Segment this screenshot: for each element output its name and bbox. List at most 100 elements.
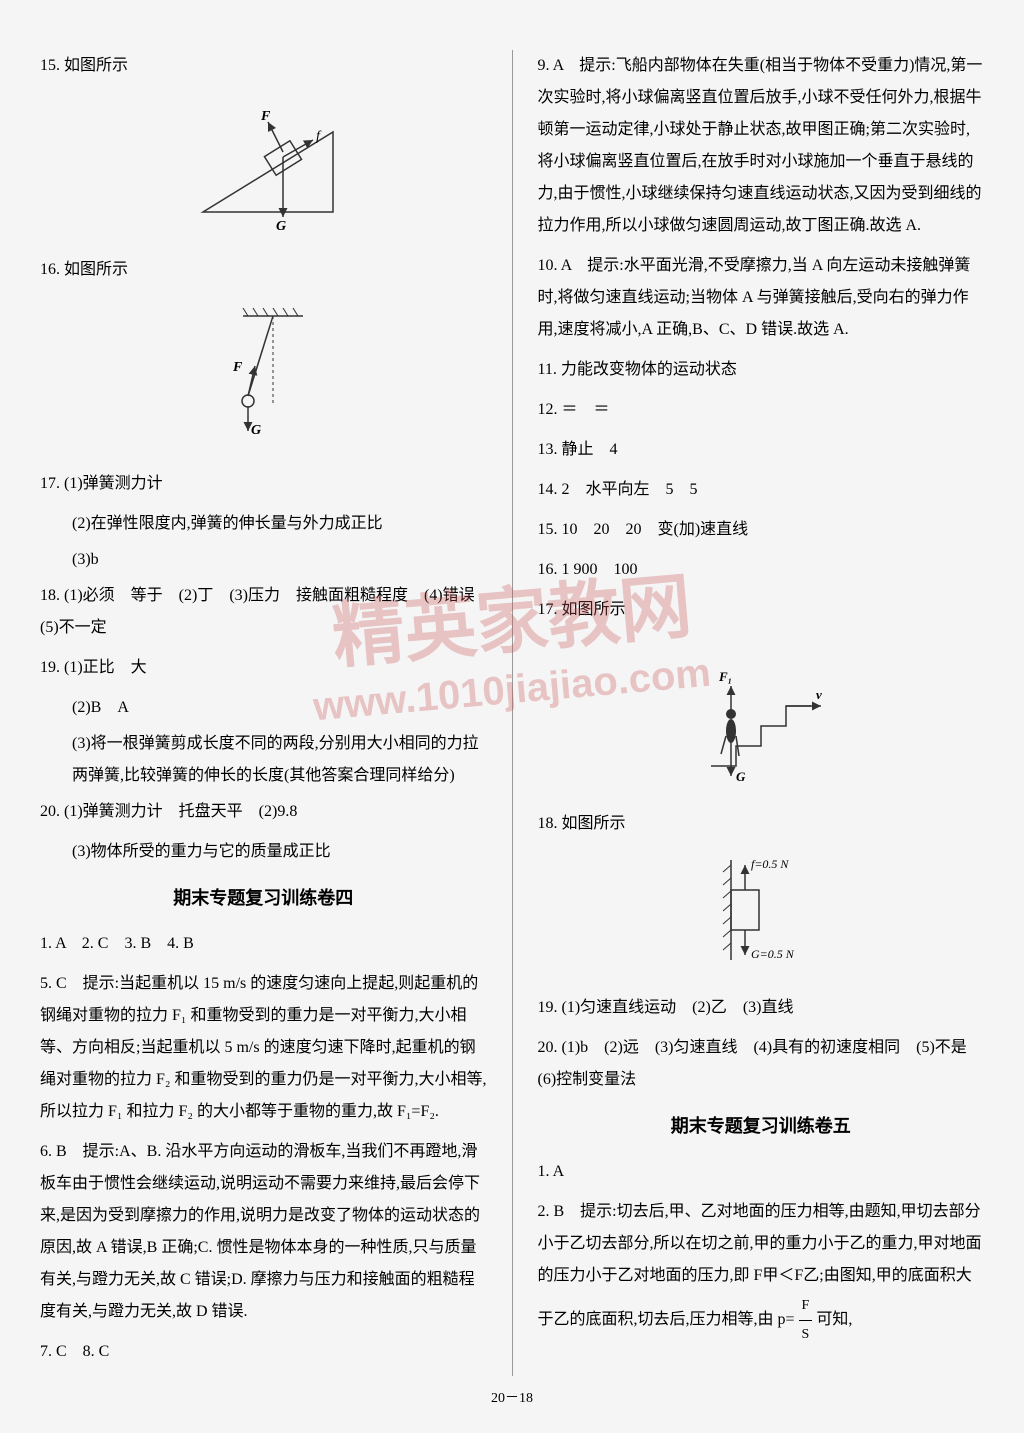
item-num: 11. [538,361,557,378]
item-r17: 17. 如图所示 [538,594,985,626]
right-column: 9. A 提示:飞船内部物体在失重(相当于物体不受重力)情况,第一次实验时,将小… [538,50,985,1376]
item-num: 10. [538,257,558,274]
item-num: 16. [538,561,558,578]
item-num: 18. [538,815,558,832]
item-19-3: (3)将一根弹簧剪成长度不同的两段,分别用大小相同的力拉两弹簧,比较弹簧的伸长的… [40,728,487,792]
item-num: 18. [40,587,60,604]
item-text: B 提示:A、B. 沿水平方向运动的滑板车,当我们不再蹬地,滑板车由于惯性会继续… [40,1143,480,1320]
item-num: 6. [40,1143,52,1160]
item-r11: 11. 力能改变物体的运动状态 [538,354,985,386]
item-text: 如图所示 [562,601,626,618]
item-text: (1)弹簧测力计 托盘天平 (2)9.8 [64,803,297,820]
item-r18: 18. 如图所示 [538,808,985,840]
item-19: 19. (1)正比 大 [40,652,487,684]
item-15: 15. 如图所示 [40,50,487,82]
item-r15: 15. 10 20 20 变(加)速直线 [538,514,985,546]
item-text: 如图所示 [64,261,128,278]
item-num: 15. [538,521,558,538]
svg-text:F₁: F₁ [718,669,732,684]
item-num: 17. [40,475,60,492]
item-text: 10 20 20 变(加)速直线 [562,521,749,538]
svg-text:F: F [260,109,271,124]
item-r9: 9. A 提示:飞船内部物体在失重(相当于物体不受重力)情况,第一次实验时,将小… [538,50,985,242]
item-num: 7. [40,1343,52,1360]
item-text: A 2. C 3. B 4. B [55,935,194,952]
item-r14: 14. 2 水平向左 5 5 [538,474,985,506]
item-text: C 提示:当起重机以 15 m/s 的速度匀速向上提起,则起重机的钢绳对重物的拉… [40,975,486,1120]
item-text: A [553,1163,565,1180]
item-num: 12. [538,401,558,418]
svg-text:G: G [736,769,746,784]
item-r2-2: 2. B 提示:切去后,甲、乙对地面的压力相等,由题知,甲切去部分小于乙切去部分… [538,1196,985,1349]
item-num: 19. [40,659,60,676]
item-num: 1. [538,1163,550,1180]
item-text: (1)必须 等于 (2)丁 (3)压力 接触面粗糙程度 (4)错误 (5)不一定 [40,587,491,636]
item-text: (1)弹簧测力计 [64,475,163,492]
item-16: 16. 如图所示 [40,254,487,286]
item-20-3: (3)物体所受的重力与它的质量成正比 [40,836,487,868]
item-text: 如图所示 [64,57,128,74]
item-r13: 13. 静止 4 [538,434,985,466]
section-title-4: 期末专题复习训练卷四 [40,880,487,916]
item-r16: 16. 1 900 100 [538,554,985,586]
item-18: 18. (1)必须 等于 (2)丁 (3)压力 接触面粗糙程度 (4)错误 (5… [40,580,487,644]
item-r12: 12. ＝ ＝ [538,394,985,426]
item-text: 2 水平向左 5 5 [562,481,698,498]
item-r10: 10. A 提示:水平面光滑,不受摩擦力,当 A 向左运动未接触弹簧时,将做匀速… [538,250,985,346]
page-number: 20－18 [491,1385,533,1413]
item-l2-5: 5. C 提示:当起重机以 15 m/s 的速度匀速向上提起,则起重机的钢绳对重… [40,968,487,1128]
item-num: 16. [40,261,60,278]
item-num: 14. [538,481,558,498]
item-r2-1: 1. A [538,1156,985,1188]
item-text: 力能改变物体的运动状态 [561,361,737,378]
item-19-2: (2)B A [40,692,487,724]
item-r20: 20. (1)b (2)远 (3)匀速直线 (4)具有的初速度相同 (5)不是 … [538,1032,985,1096]
item-l2-7: 7. C 8. C [40,1336,487,1368]
column-divider [512,50,513,1376]
svg-text:G: G [276,219,286,232]
item-20: 20. (1)弹簧测力计 托盘天平 (2)9.8 [40,796,487,828]
item-17-3: (3)b [40,544,487,576]
item-num: 17. [538,601,558,618]
fraction: FS [799,1292,813,1349]
svg-text:v: v [816,687,822,702]
item-num: 15. [40,57,60,74]
item-num: 19. [538,999,558,1016]
svg-text:F: F [232,360,243,375]
item-text: ＝ ＝ [562,401,610,418]
item-l2-6: 6. B 提示:A、B. 沿水平方向运动的滑板车,当我们不再蹬地,滑板车由于惯性… [40,1136,487,1328]
item-text: (1)b (2)远 (3)匀速直线 (4)具有的初速度相同 (5)不是 (6)控… [538,1039,983,1088]
item-text: A 提示:飞船内部物体在失重(相当于物体不受重力)情况,第一次实验时,将小球偏离… [538,57,983,234]
item-text: (1)匀速直线运动 (2)乙 (3)直线 [562,999,794,1016]
item-num: 13. [538,441,558,458]
page-container: 15. 如图所示 F f G 16. 如图所示 [40,50,984,1376]
diagram-16: F G [40,296,487,458]
diagram-r18: f=0.5 N G=0.5 N [538,850,985,982]
item-num: 2. [538,1203,550,1220]
item-text: 如图所示 [562,815,626,832]
svg-text:G=0.5 N: G=0.5 N [751,947,795,961]
left-column: 15. 如图所示 F f G 16. 如图所示 [40,50,487,1376]
diagram-r17: F₁ v G [538,636,985,798]
item-num: 9. [538,57,550,74]
item-text: (1)正比 大 [64,659,147,676]
item-17-2: (2)在弹性限度内,弹簧的伸长量与外力成正比 [40,508,487,540]
item-num: 5. [40,975,52,992]
tail-text: 可知, [816,1311,852,1328]
item-text: 静止 4 [562,441,618,458]
item-num: 1. [40,935,52,952]
item-text: A 提示:水平面光滑,不受摩擦力,当 A 向左运动未接触弹簧时,将做匀速直线运动… [538,257,971,338]
item-num: 20. [40,803,60,820]
item-text: 1 900 100 [562,561,638,578]
svg-text:G: G [251,423,261,438]
section-title-5: 期末专题复习训练卷五 [538,1108,985,1144]
svg-text:f=0.5 N: f=0.5 N [751,857,789,871]
diagram-15: F f G [40,92,487,244]
item-17: 17. (1)弹簧测力计 [40,468,487,500]
item-text: B 提示:切去后,甲、乙对地面的压力相等,由题知,甲切去部分小于乙切去部分,所以… [538,1203,982,1328]
item-num: 20. [538,1039,558,1056]
item-r19: 19. (1)匀速直线运动 (2)乙 (3)直线 [538,992,985,1024]
item-text: C 8. C [56,1343,109,1360]
item-l2-1: 1. A 2. C 3. B 4. B [40,928,487,960]
svg-text:f: f [316,129,322,144]
